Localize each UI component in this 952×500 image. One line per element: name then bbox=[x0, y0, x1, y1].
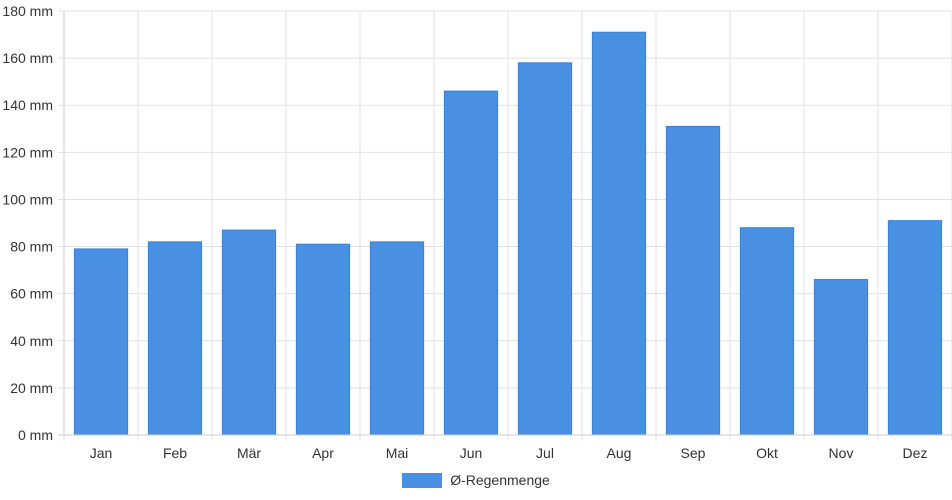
x-tick-label: Dez bbox=[903, 445, 928, 461]
y-tick-label: 180 mm bbox=[2, 3, 53, 19]
tick-labels: 0 mm 20 mm 40 mm 60 mm 80 mm 100 mm 120 mm 140 … bbox=[2, 3, 927, 461]
x-tick-label: Nov bbox=[829, 445, 854, 461]
bar-Feb[interactable] bbox=[147, 241, 203, 436]
y-tick-label: 80 mm bbox=[10, 239, 53, 255]
bar-Nov[interactable] bbox=[813, 279, 869, 436]
x-tick-label: Apr bbox=[312, 445, 334, 461]
bars bbox=[73, 31, 943, 436]
x-tick-label: Sep bbox=[681, 445, 706, 461]
x-tick-label: Jun bbox=[460, 445, 483, 461]
bar-chart: 0 mm 20 mm 40 mm 60 mm 80 mm 100 mm 120 mm 140 … bbox=[2, 3, 952, 461]
x-tick-label: Mai bbox=[386, 445, 409, 461]
y-tick-label: 120 mm bbox=[2, 144, 53, 160]
x-tick-label: Jan bbox=[90, 445, 113, 461]
bar-Sep[interactable] bbox=[665, 125, 721, 436]
y-tick-label: 140 mm bbox=[2, 97, 53, 113]
bar-Aug[interactable] bbox=[591, 31, 647, 436]
y-tick-label: 160 mm bbox=[2, 50, 53, 66]
legend-swatch bbox=[402, 472, 443, 488]
x-tick-label: Feb bbox=[163, 445, 187, 461]
x-tick-label: Aug bbox=[607, 445, 632, 461]
y-tick-label: 20 mm bbox=[10, 380, 53, 396]
bar-Apr[interactable] bbox=[295, 243, 351, 436]
x-tick-label: Okt bbox=[756, 445, 778, 461]
y-tick-label: 40 mm bbox=[10, 333, 53, 349]
legend-label: Ø-Regenmenge bbox=[450, 472, 550, 488]
axes bbox=[58, 11, 952, 436]
bar-Jan[interactable] bbox=[73, 248, 129, 436]
bar-Dez[interactable] bbox=[887, 220, 943, 436]
bar-Okt[interactable] bbox=[739, 227, 795, 436]
y-tick-label: 100 mm bbox=[2, 191, 53, 207]
bar-Mai[interactable] bbox=[369, 241, 425, 436]
x-tick-label: Mär bbox=[237, 445, 261, 461]
legend[interactable]: Ø-Regenmenge bbox=[0, 472, 952, 488]
y-tick-label: 60 mm bbox=[10, 286, 53, 302]
bar-Jun[interactable] bbox=[443, 90, 499, 436]
bar-Mär[interactable] bbox=[221, 229, 277, 436]
x-tick-label: Jul bbox=[536, 445, 554, 461]
bar-Jul[interactable] bbox=[517, 62, 573, 436]
y-tick-label: 0 mm bbox=[18, 427, 53, 443]
